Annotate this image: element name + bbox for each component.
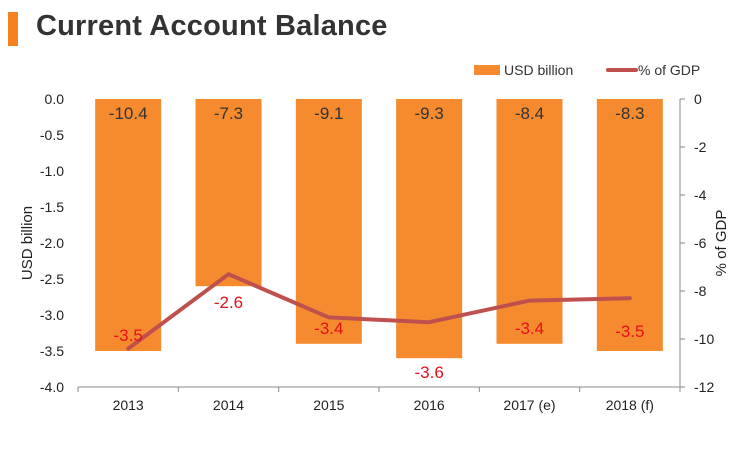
legend-label-bar: USD billion (504, 62, 573, 78)
line-point (328, 316, 330, 318)
line-data-label: -2.6 (214, 293, 243, 312)
bar-series (95, 99, 663, 359)
y-axis-title: USD billion (19, 206, 36, 280)
left-tick-label: -3.0 (40, 307, 64, 323)
x-tick-label: 2018 (f) (606, 397, 654, 413)
line-series (126, 272, 632, 351)
x-tick-label: 2015 (313, 397, 344, 413)
right-tick-label: 0 (694, 91, 702, 107)
y2-axis-title: % of GDP (713, 210, 730, 277)
bar (496, 99, 563, 344)
legend-label-line: % of GDP (638, 62, 700, 78)
line-point (529, 300, 530, 302)
left-tick-label: -2.5 (40, 271, 64, 287)
x-tick-label: 2013 (113, 397, 144, 413)
bar (396, 99, 463, 359)
line-data-label: -3.6 (415, 363, 444, 382)
left-tick-label: -0.5 (40, 127, 64, 143)
x-tick-label: 2014 (213, 397, 244, 413)
line-point (428, 321, 430, 323)
left-tick-label: -1.5 (40, 199, 64, 215)
left-tick-label: -2.0 (40, 235, 64, 251)
bar-data-label: -9.1 (314, 104, 343, 123)
title-accent-bar (8, 12, 18, 46)
line-point (127, 348, 129, 350)
line-data-label: -3.5 (615, 322, 644, 341)
right-tick-label: -12 (694, 379, 714, 395)
right-tick-label: -2 (694, 139, 707, 155)
bar-data-label: -9.3 (415, 104, 444, 123)
x-tick-label: 2017 (e) (503, 397, 555, 413)
bar-data-label: -8.4 (515, 104, 544, 123)
line-data-label: -3.5 (114, 326, 143, 345)
bar-data-label: -8.3 (615, 104, 644, 123)
line-data-label: -3.4 (314, 319, 343, 338)
left-tick-label: -4.0 (40, 379, 64, 395)
legend: USD billion % of GDP (474, 62, 700, 78)
legend-swatch-bar (474, 65, 500, 75)
data-labels: -10.4 -7.3 -9.1 -9.3 -8.4 -8.3 -3.5 -2.6 -3.4 -3.… (109, 104, 645, 382)
bar (95, 99, 162, 351)
gdp-line (126, 272, 632, 351)
line-point (629, 297, 631, 299)
line-data-label: -3.4 (515, 319, 544, 338)
bar-data-label: -7.3 (214, 104, 243, 123)
left-tick-label: -3.5 (40, 343, 64, 359)
right-tick-label: -6 (694, 235, 707, 251)
page-title: Current Account Balance (36, 10, 388, 42)
line-point (228, 273, 229, 275)
bar (195, 99, 262, 287)
left-tick-label: 0.0 (45, 91, 65, 107)
bar-data-label: -10.4 (109, 104, 148, 123)
axes: 0.0 -0.5 -1.0 -1.5 -2.0 -2.5 -3.0 -3.5 -4.0 0 -2 -4… (19, 91, 730, 413)
x-tick-label: 2016 (414, 397, 445, 413)
left-tick-label: -1.0 (40, 163, 64, 179)
bar (295, 99, 362, 344)
right-tick-label: -8 (694, 283, 707, 299)
bar (596, 99, 663, 351)
right-tick-label: -4 (694, 187, 707, 203)
right-tick-label: -10 (694, 331, 714, 347)
